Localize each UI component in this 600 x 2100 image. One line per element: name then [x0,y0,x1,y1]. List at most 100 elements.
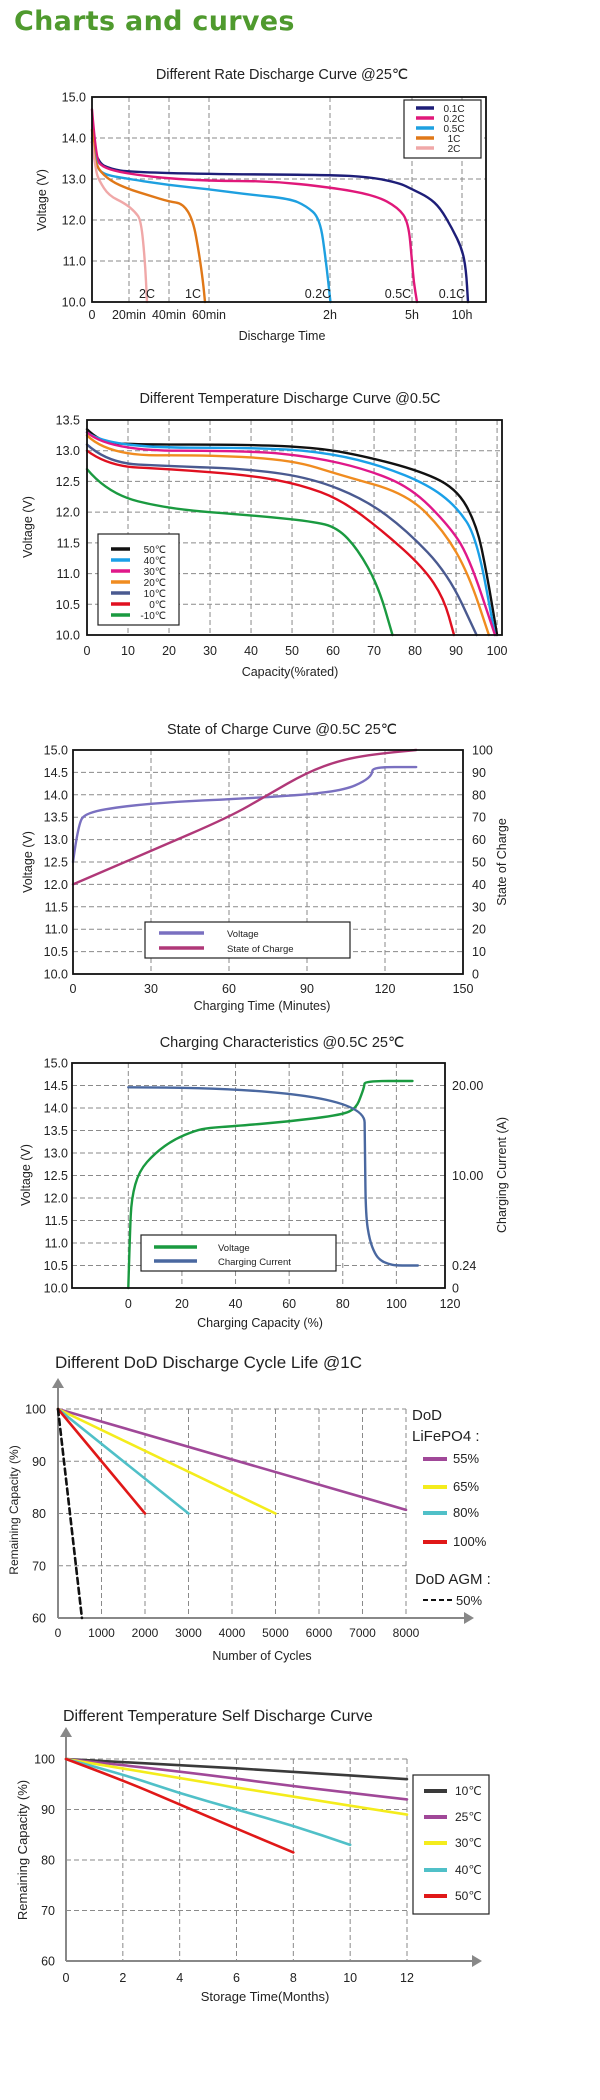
legend-label: 55% [453,1451,479,1466]
y-tick-label: 20 [472,923,486,937]
legend-item: Voltage [154,1243,250,1254]
legend-item: State of Charge [159,944,294,955]
y-tick-label: 13.0 [44,1147,68,1161]
legend-label: Voltage [227,929,259,940]
y-tick-label: 12.0 [56,506,80,520]
y-tick-label: 10.0 [44,1282,68,1296]
legend-item: 50℃ [111,545,166,556]
y-tick-label: 10.00 [452,1169,483,1183]
y-tick-label: 14.0 [44,788,68,802]
x-tick-label: 50 [285,644,299,658]
legend-label: 65% [453,1479,479,1494]
x-tick-label: 4 [176,1971,183,1985]
series-line-40 [85,431,497,637]
legend: 10℃ 25℃ 30℃ 40℃ 50℃ [412,1774,490,1915]
legend-label: 0.2C [443,114,464,125]
legend-label: 0.5C [443,124,464,135]
y-tick-label: 60 [472,833,486,847]
y-tick-label: 10.0 [62,296,86,310]
legend-item: 25℃ [424,1810,482,1824]
legend-item: 10℃ [424,1784,482,1798]
legend-item: 80% [423,1505,479,1520]
y-tick-label: 10 [472,945,486,959]
legend-label: 50℃ [455,1889,482,1903]
legend-item: Charging Current [154,1257,291,1268]
chart-state-of-charge: State of Charge Curve @0.5C 25℃ 10.0 10.5 1… [21,722,509,1013]
x-tick-label: 30 [144,982,158,996]
legend-item: 30℃ [111,567,166,578]
y-tick-label: 0.24 [452,1259,476,1273]
y-tick-label: 11.0 [45,923,68,937]
y-tick-label: 12.5 [44,1169,68,1183]
series-line-1c [90,128,207,304]
y-tick-label: 0 [472,968,479,982]
x-tick-label: 4000 [219,1626,246,1640]
page-heading: Charts and curves [14,6,295,37]
x-tick-label: 0 [89,308,96,322]
x-tick-label: 0 [125,1297,132,1311]
chart-self-discharge: Different Temperature Self Discharge Cur… [15,1708,490,2004]
x-tick-label: 20min [112,308,146,322]
x-tick-label: 20 [162,644,176,658]
legend-label: 0.1C [443,104,464,115]
series-line-10 [85,443,478,637]
legend-label: 30℃ [144,567,166,578]
x-tick-label: 30 [203,644,217,658]
y-tick-label: 11.0 [45,1237,68,1251]
y-tick-label: 30 [472,900,486,914]
series-line-20 [85,434,491,637]
x-tick-label: 5000 [262,1626,289,1640]
y-tick-label: 12.0 [44,878,68,892]
y-tick-label: 15.0 [62,91,86,105]
legend-label: State of Charge [227,944,294,955]
legend-label: 20℃ [144,578,166,589]
y-tick-label: 13.0 [44,833,68,847]
x-axis-label: Storage Time(Months) [201,1989,330,2004]
legend-item: 30℃ [424,1836,482,1850]
y-tick-label: 12.5 [44,856,68,870]
y-tick-label: 70 [472,811,486,825]
legend-item: 1C [416,134,460,145]
series-line-voltage [71,765,418,864]
y-axis-label: Remaining Capacity (%) [15,1780,30,1920]
chart-title: Charging Characteristics @0.5C 25℃ [160,1035,405,1051]
y-tick-label: 90 [472,766,486,780]
series-line-65 [56,1407,277,1515]
series-line-02c [90,108,419,304]
series-line-50 [85,428,499,637]
x-tick-label: 3000 [175,1626,202,1640]
legend: Voltage State of Charge [144,921,351,959]
y-axis-label: Remaining Capacity (%) [7,1445,21,1574]
plot-frame [72,749,464,975]
y2-axis-label: State of Charge [495,818,509,906]
chart-rate-discharge: Different Rate Discharge Curve @25℃ 10.0 1… [35,67,487,343]
y-tick-label: 70 [32,1559,46,1573]
series-line-10 [64,1757,409,1781]
y-tick-label: 40 [472,878,486,892]
series-line-chargingcurrent [127,1086,420,1267]
legend-label: 30℃ [455,1836,482,1850]
y-tick-label: 0 [452,1282,459,1296]
x-tick-label: 120 [375,982,396,996]
y-tick-label: 14.0 [62,132,86,146]
series-line-80 [56,1407,190,1515]
y-tick-label: 15.0 [44,1057,68,1071]
legend-item: 55% [423,1451,479,1466]
series-line-50 [64,1757,295,1854]
x-tick-label: 8000 [393,1626,420,1640]
legend-item: 0.2C [416,114,465,125]
legend: 50℃40℃30℃20℃10℃0℃-10℃ [97,533,180,626]
y-tick-label: 11.0 [57,567,80,581]
x-axis-label: Charging Time (Minutes) [194,999,331,1013]
x-tick-label: 7000 [349,1626,376,1640]
y-tick-label: 100 [472,744,493,758]
y-tick-label: 60 [41,1955,55,1969]
y-tick-label: 80 [472,788,486,802]
curve-end-label: 2C [139,287,155,301]
x-tick-label: 0 [84,644,91,658]
x-tick-label: 60min [192,308,226,322]
x-tick-label: 10 [121,644,135,658]
legend-item: -10℃ [111,611,166,622]
y-tick-label: 14.0 [44,1102,68,1116]
